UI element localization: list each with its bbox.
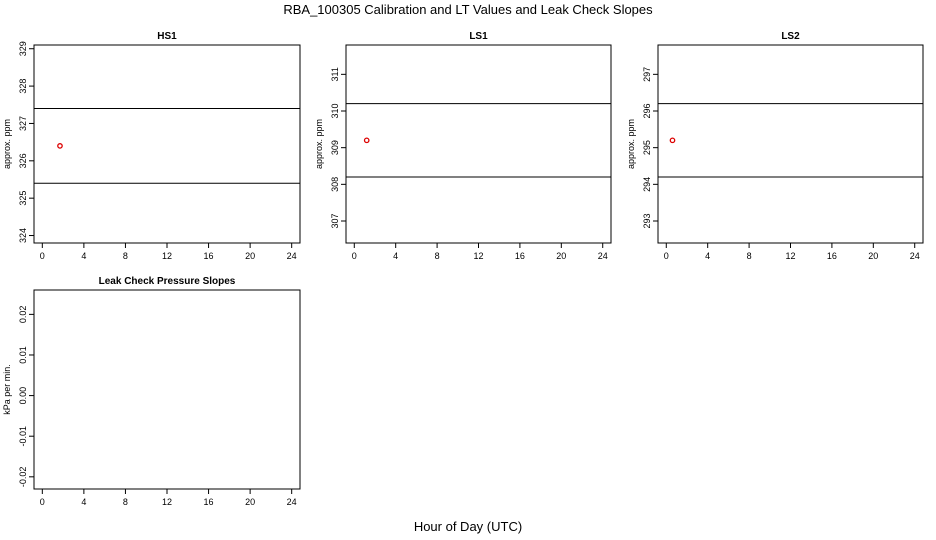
panel-1-y-tick-label: 324 [18,228,28,243]
panel-2-x-tick-label: 8 [435,251,440,261]
panel-2-y-tick-label: 309 [330,140,340,155]
panel-1-x-tick-label: 8 [123,251,128,261]
panel-1-title: HS1 [157,31,177,42]
panel-3-x-tick-label: 24 [910,251,920,261]
panel-4-y-tick-label: 0.01 [18,346,28,364]
panel-3-plot-frame [657,44,924,244]
panel-4-y-tick-label: -0.02 [18,467,28,488]
panel-3-y-tick-label: 294 [642,177,652,192]
panel-2-y-tick-label: 308 [330,177,340,192]
panel-3-x-tick-label: 16 [827,251,837,261]
panel-4-x-tick-label: 0 [40,497,45,507]
panel-4-y-tick-label: 0.00 [18,387,28,405]
panel-2-y-tick-label: 310 [330,103,340,118]
panel-4-x-tick-label: 12 [162,497,172,507]
panel-1-x-tick-label: 4 [81,251,86,261]
panel-3-data-point [669,137,676,144]
panel-1-y-tick-label: 329 [18,41,28,56]
panel-3-x-tick-label: 4 [705,251,710,261]
panel-2-plot-frame [345,44,612,244]
panel-3-x-tick-label: 20 [868,251,878,261]
panel-1-y-axis-label: approx. ppm [2,119,12,169]
panel-4-y-tick-label: -0.01 [18,426,28,447]
figure-title: RBA_100305 Calibration and LT Values and… [283,2,653,17]
panel-2-y-axis-label: approx. ppm [314,119,324,169]
panel-3-y-tick-label: 297 [642,67,652,82]
panel-4-title: Leak Check Pressure Slopes [99,276,236,287]
panel-3-x-tick-label: 0 [664,251,669,261]
panel-1-plot-frame [33,44,301,244]
panel-3-y-tick-label: 293 [642,213,652,228]
panel-4-y-axis-label: kPa per min. [2,364,12,415]
panel-1-x-tick-label: 16 [204,251,214,261]
panel-4-x-tick-label: 16 [204,497,214,507]
panel-1-y-tick-label: 327 [18,116,28,131]
panel-3-y-axis-label: approx. ppm [626,119,636,169]
panel-2-title: LS1 [469,31,488,42]
panel-1-x-tick-label: 0 [40,251,45,261]
panel-4-x-tick-label: 24 [287,497,297,507]
panel-1-x-tick-label: 24 [287,251,297,261]
panel-2-x-tick-label: 24 [598,251,608,261]
x-axis-label: Hour of Day (UTC) [414,519,522,534]
panel-4-x-tick-label: 4 [81,497,86,507]
panel-1-x-tick-label: 20 [245,251,255,261]
panel-1-y-tick-label: 325 [18,191,28,206]
panel-4-x-tick-label: 20 [245,497,255,507]
panel-1-data-point [57,143,63,149]
panel-1-y-tick-label: 326 [18,153,28,168]
panel-3-y-tick-label: 296 [642,103,652,118]
panel-1-x-tick-label: 12 [162,251,172,261]
panel-2-y-tick-label: 307 [330,213,340,228]
panel-4-x-tick-label: 8 [123,497,128,507]
panel-3-x-tick-label: 8 [747,251,752,261]
panel-2-x-tick-label: 12 [473,251,483,261]
panel-4-y-tick-label: 0.02 [18,306,28,324]
panel-2-x-tick-label: 0 [352,251,357,261]
panel-3-title: LS2 [781,31,800,42]
panel-2-y-tick-label: 311 [330,67,340,81]
panel-2-x-tick-label: 16 [515,251,525,261]
panel-1-y-tick-label: 328 [18,79,28,94]
panel-2-x-tick-label: 20 [556,251,566,261]
panel-3-y-tick-label: 295 [642,140,652,155]
panel-4-plot-frame [33,289,301,490]
panel-3-x-tick-label: 12 [785,251,795,261]
panel-2-data-point [363,137,370,144]
panel-2-x-tick-label: 4 [393,251,398,261]
